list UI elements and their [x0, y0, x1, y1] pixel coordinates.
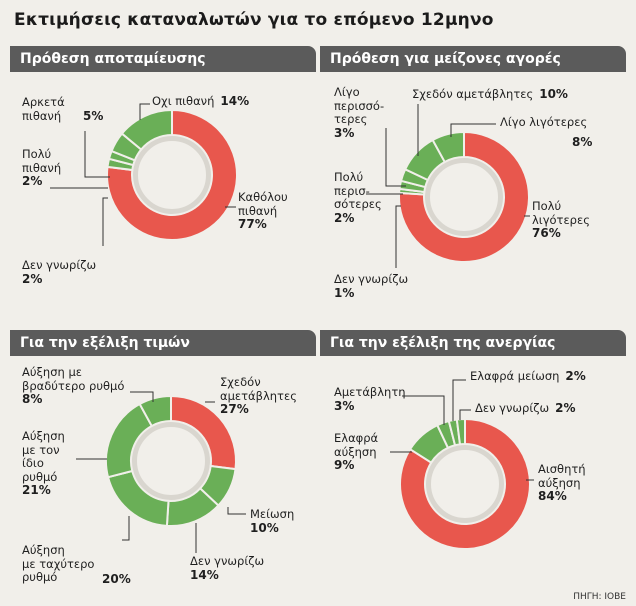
donut-slice-1 [106, 108, 238, 241]
slice-label-ligoper: Λίγο περισσό- τερες 3% [334, 85, 385, 140]
donut-slice-1 [399, 417, 531, 550]
slice-label-arketa: Αρκετά πιθανή [22, 95, 65, 123]
slice-label-sxedon: Σχεδόν αμετάβλητες 27% [220, 375, 297, 416]
slice-label-polylig: Πολύ λιγότερες 76% [532, 199, 590, 240]
panel-title: Για την εξέλιξη τιμών [10, 330, 316, 356]
slice-label-elafra-meiosi: Ελαφρά μείωση 2% [470, 369, 586, 383]
slice-label-dengnorizo: Δεν γνωρίζω 14% [190, 554, 265, 582]
slice-label-ametavliti: Αμετάβλητη 3% [334, 385, 406, 413]
page-title: Εκτιμήσεις καταναλωτών για το επόμενο 12… [14, 10, 494, 30]
donut-inner-ring [420, 153, 508, 241]
slice-label-idio: Αύξηση με τον ίδιο ρυθμό 21% [22, 429, 65, 497]
slice-label-polyper: Πολύ περισ- σότερες 2% [334, 170, 382, 225]
slice-label-aisthiti: Αισθητή αύξηση 84% [538, 462, 586, 503]
slice-label-elafra-ayxisi: Ελαφρά αύξηση 9% [334, 431, 379, 472]
donut-inner-ring [421, 440, 509, 528]
slice-label-dengnorizo: Δεν γνωρίζω 2% [475, 401, 576, 415]
panel-title: Πρόθεση αποταμίευσης [10, 46, 316, 72]
slice-pct-taxytero: 20% [102, 572, 131, 586]
slice-label-dengnorizo: Δεν γνωρίζω 2% [22, 258, 97, 286]
source-note: ΠΗΓΗ: ΙΟΒΕ [573, 592, 626, 602]
panel-unemployment-evolution: Για την εξέλιξη της ανεργίας Αισθητή αύξ… [320, 330, 626, 592]
slice-label-oxi: Οχι πιθανή 14% [152, 94, 250, 108]
slice-pct-arketa: 5% [83, 109, 104, 123]
slice-label-dengnorizo: Δεν γνωρίζω 1% [334, 272, 409, 300]
donut-inner-ring [127, 417, 215, 505]
slice-label-poly: Πολύ πιθανή 2% [22, 147, 62, 188]
slice-label-kathollou: Καθόλου πιθανή 77% [238, 190, 288, 231]
panel-price-evolution: Για την εξέλιξη τιμών Σχεδόν αμετάβλητες… [10, 330, 316, 592]
slice-label-ligolig: Λίγο λιγότερες [500, 115, 588, 129]
panel-savings-intention: Πρόθεση αποταμίευσης Καθόλου πιθανή 77% Δ… [10, 46, 316, 308]
donut-chart-prices [105, 394, 237, 527]
slice-pct-ligolig: 8% [572, 135, 593, 149]
panel-title: Πρόθεση για μείζονες αγορές [320, 46, 626, 72]
panel-major-purchases: Πρόθεση για μείζονες αγορές Πολύ λιγότερ… [320, 46, 626, 308]
donut-chart-savings [106, 108, 238, 241]
donut-chart-unemployment [399, 417, 531, 550]
donut-chart-purchases [398, 130, 530, 263]
panel-title: Για την εξέλιξη της ανεργίας [320, 330, 626, 356]
slice-label-meiosi: Μείωση 10% [250, 507, 295, 535]
donut-slice-5 [120, 108, 173, 151]
slice-label-sxedon: Σχεδόν αμετάβλητες 10% [412, 87, 568, 101]
donut-inner-ring [128, 131, 216, 219]
slice-label-vradytero: Αύξηση με βραδύτερο ρυθμό 8% [22, 365, 125, 406]
donut-slice-6 [431, 130, 465, 164]
slice-label-taxytero: Αύξηση με ταχύτερο ρυθμό [22, 543, 95, 584]
